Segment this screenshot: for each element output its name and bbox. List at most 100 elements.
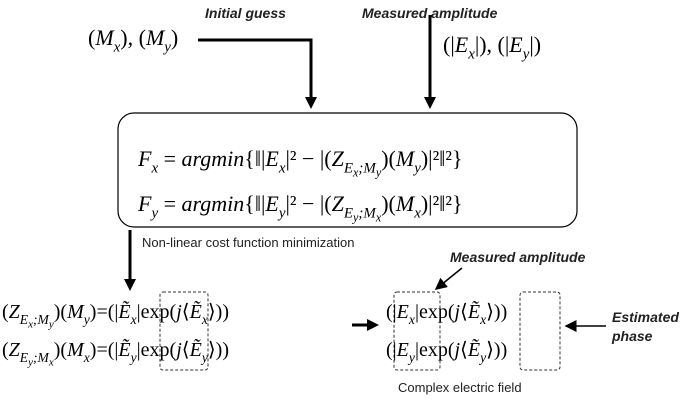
equation-part: ⟨ <box>182 301 190 323</box>
equation-part: argmin <box>182 191 245 216</box>
equation-part: E <box>264 191 279 216</box>
equation-part: Ẽ <box>117 299 130 323</box>
equation-part: ⟩)) <box>208 301 229 323</box>
equation-part: ⟩)) <box>486 339 507 361</box>
equation: (|Ex|), (|Ey|) <box>443 32 541 63</box>
equation-part: j <box>451 301 460 323</box>
equation-part: ⟨ <box>182 339 190 361</box>
label-measured-amplitude: Measured amplitude <box>362 5 498 21</box>
equation-part: |exp( <box>415 339 455 361</box>
equation-part: Z <box>9 301 21 323</box>
equation-part: ;M <box>33 350 50 365</box>
equation-part: (| <box>443 32 455 57</box>
equation-part: j <box>173 339 182 361</box>
equation-part: (| <box>386 301 397 323</box>
cost-box <box>117 112 578 228</box>
caption: Complex electric field <box>398 380 522 395</box>
equation-part: M <box>395 191 416 216</box>
equation-part: y <box>129 350 138 365</box>
equation: Fy = argmin{‖|Ey|² − |(ZEy;Mx)(Mx)|²‖²} <box>137 191 463 225</box>
equation-part: Ẽ <box>117 337 130 361</box>
equation-part: E <box>264 146 279 171</box>
equation-part: y <box>374 166 382 180</box>
equation-part: ( <box>2 301 9 323</box>
equation-part: E <box>396 301 409 323</box>
label-measured-amplitude: Measured amplitude <box>450 249 586 265</box>
equation-part: argmin <box>182 146 245 171</box>
equation-part: x <box>48 357 54 369</box>
equation-part: M <box>145 25 166 50</box>
equation-part: j <box>451 339 460 361</box>
equation-part: )( <box>54 339 68 361</box>
equation-part: x <box>408 312 415 327</box>
equation-part: M <box>94 25 115 50</box>
equation-part: F <box>137 191 152 216</box>
equation-part: y <box>407 350 416 365</box>
equation-part: Ẽ <box>189 337 202 361</box>
equation-part: Z <box>332 146 345 171</box>
equation-part: x <box>27 319 33 331</box>
equation-part: ( <box>88 25 95 50</box>
equation-part: Ẽ <box>467 299 480 323</box>
equation-part: y <box>82 312 91 327</box>
equation-part: E <box>19 312 29 327</box>
equation-part: |² − |( <box>286 191 332 216</box>
caption: Non-linear cost function minimization <box>142 235 354 250</box>
equation-part: M <box>66 301 85 323</box>
equation-part: ⟨ <box>460 301 468 323</box>
equation-part: x <box>479 312 486 327</box>
equation-part: |exp( <box>137 339 177 361</box>
equation-part: ⟨ <box>460 339 468 361</box>
equation-part: x <box>130 312 137 327</box>
dashed-box <box>519 291 561 371</box>
equation-part: y <box>521 47 530 63</box>
equation-part: x <box>201 312 208 327</box>
equation-part: )( <box>381 146 396 171</box>
equation-part: x <box>352 166 359 180</box>
equation-part: |exp( <box>137 301 177 323</box>
equation-part: E <box>19 350 29 365</box>
equation-part: )|²‖²} <box>421 146 463 171</box>
equation-part: |) <box>529 32 541 57</box>
equation-part: ;M <box>358 206 377 222</box>
equation-part: )=(| <box>90 339 119 361</box>
label-initial-guess: Initial guess <box>205 5 286 21</box>
equation-part: E <box>343 161 353 177</box>
dashed-box <box>393 291 441 371</box>
equation-part: ;M <box>358 161 377 177</box>
equation-part: j <box>173 301 182 323</box>
equation: (Mx), (My) <box>88 25 178 56</box>
equation: Fx = argmin{‖|Ex|² − |(ZEx;My)(My)|²‖²} <box>137 146 463 180</box>
equation: (|Ey|exp(j⟨Ẽy⟩)) <box>386 337 507 365</box>
equation-part: E <box>343 206 353 222</box>
equation-part: |), (| <box>475 32 509 57</box>
equation-part: y <box>162 40 171 56</box>
equation: (|Ex|exp(j⟨Ẽx⟩)) <box>386 299 507 327</box>
label-phase: phase <box>611 328 653 344</box>
equation-part: x <box>83 350 90 365</box>
equation: (ZEy;Mx)(Mx)=(|Ẽy|exp(j⟨Ẽy⟩)) <box>2 337 229 369</box>
equation-part: |exp( <box>415 301 455 323</box>
equation-part: )( <box>54 301 68 323</box>
equation-part: y <box>412 161 421 177</box>
equation-part: Ẽ <box>189 299 202 323</box>
equation-part: E <box>396 339 409 361</box>
equation-part: y <box>27 357 33 369</box>
equation-part: {‖| <box>244 146 265 171</box>
equation-part: M <box>395 146 416 171</box>
equation-part: )( <box>381 191 396 216</box>
equation-part: y <box>478 350 487 365</box>
equation-part: |² − |( <box>286 146 332 171</box>
equation-part: )|²‖²} <box>421 191 463 216</box>
equation-part: x <box>113 40 121 56</box>
equation-part: E <box>454 32 469 57</box>
equation: (ZEx;My)(My)=(|Ẽx|exp(j⟨Ẽx⟩)) <box>2 299 229 331</box>
arrow <box>434 267 463 290</box>
equation-part: M <box>66 339 85 361</box>
equation-part: x <box>150 161 158 177</box>
equation-part: = <box>158 191 181 216</box>
equation-part: )=(| <box>90 301 119 323</box>
equation-part: = <box>158 146 181 171</box>
equation-part: Z <box>332 191 345 216</box>
